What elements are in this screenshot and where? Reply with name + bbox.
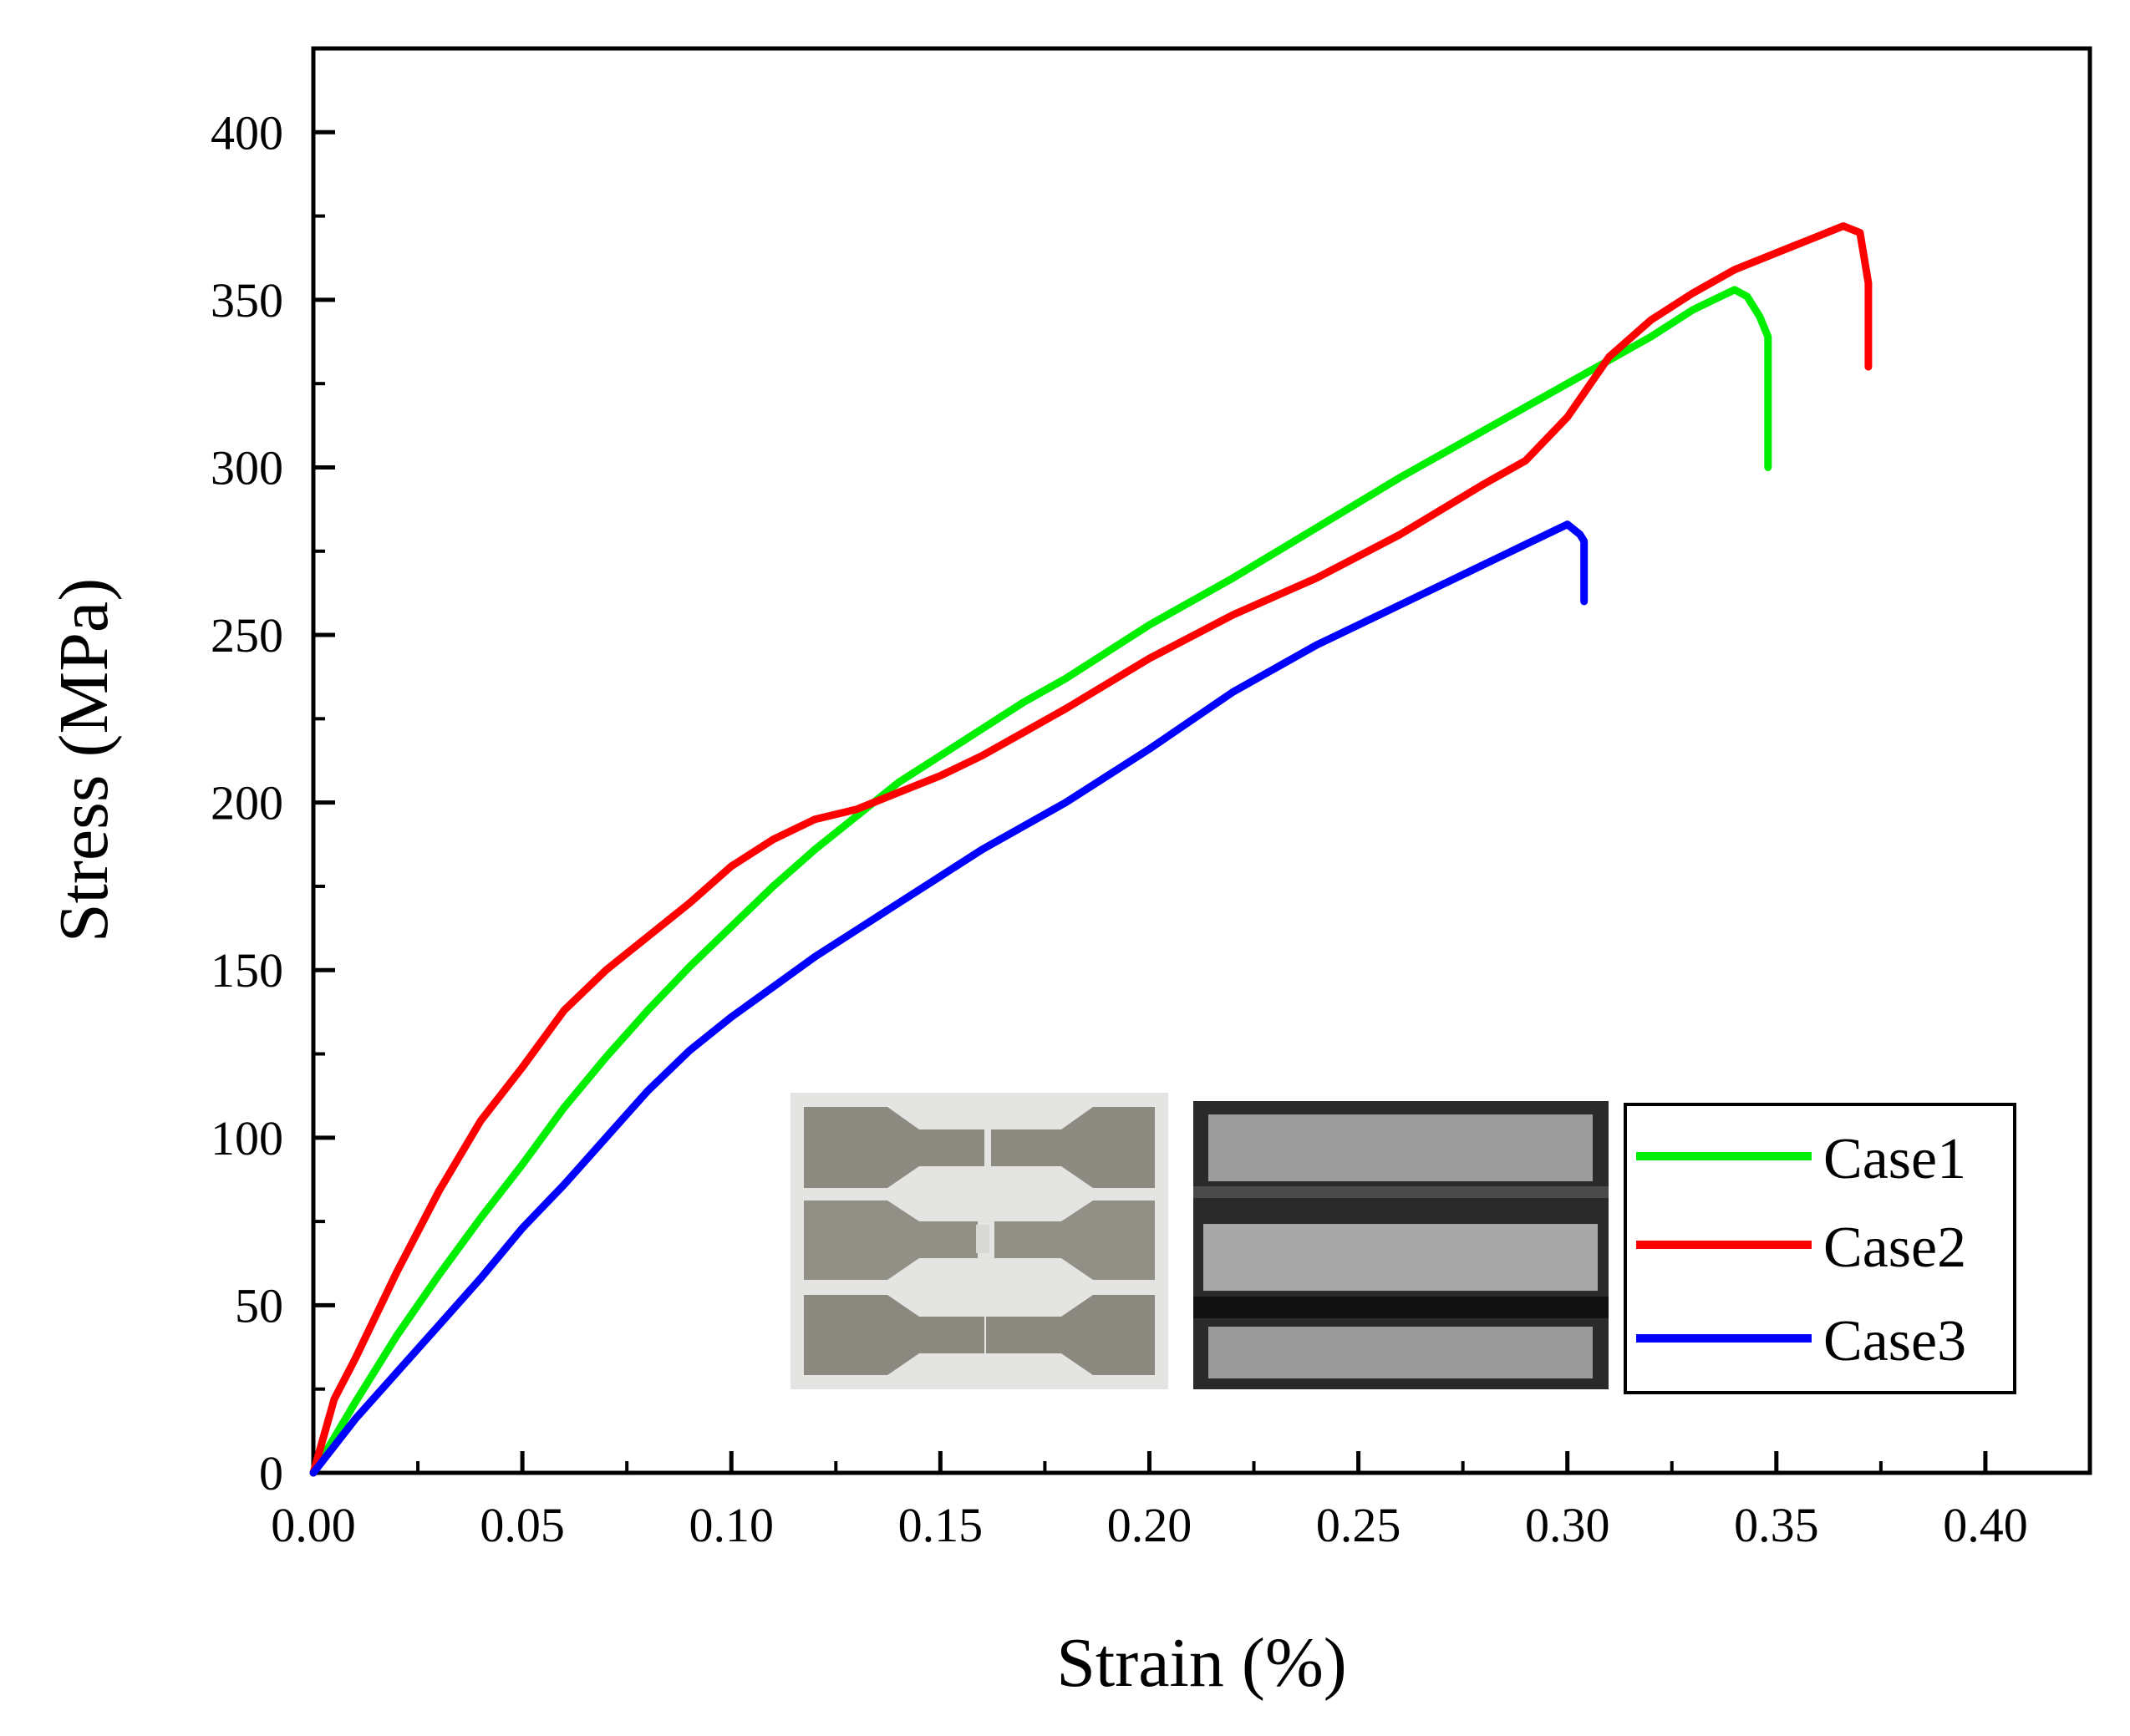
- x-axis-ticks: [311, 1451, 2092, 1473]
- x-tick-label: 0.15: [898, 1498, 984, 1552]
- legend: Case1 Case2 Case3: [1624, 1103, 2016, 1394]
- y-tick-label: 100: [211, 1111, 283, 1165]
- series-line-case3: [309, 520, 1589, 1477]
- y-tick-label: 0: [259, 1446, 283, 1500]
- x-tick-label: 0.35: [1734, 1498, 1819, 1552]
- specimen-3: [804, 1295, 1155, 1375]
- x-axis-title: Strain (%): [1056, 1624, 1347, 1702]
- inset-photo-specimens: [790, 1093, 1168, 1389]
- y-axis-tick-labels: 0 50 100 150 200 250 300 350 400: [211, 105, 283, 1500]
- series-lines: [309, 222, 1873, 1477]
- x-tick-label: 0.20: [1107, 1498, 1192, 1552]
- legend-label-case1: Case1: [1823, 1127, 1966, 1191]
- x-tick-label: 0.25: [1316, 1498, 1401, 1552]
- y-axis-ticks: [313, 129, 335, 1475]
- y-tick-label: 250: [211, 608, 283, 662]
- legend-label-case2: Case2: [1823, 1216, 1966, 1280]
- y-tick-label: 150: [211, 943, 283, 997]
- plot-frame: [311, 46, 2092, 1475]
- series-line-case1: [309, 286, 1772, 1477]
- y-tick-label: 200: [211, 776, 283, 830]
- legend-label-case3: Case3: [1823, 1309, 1966, 1373]
- y-tick-label: 50: [235, 1278, 283, 1332]
- inset-photo-fracture-surfaces: [1193, 1101, 1609, 1389]
- y-tick-label: 400: [211, 105, 283, 160]
- x-axis-tick-labels: 0.00 0.05 0.10 0.15 0.20 0.25 0.30 0.35 0.40: [271, 1498, 2027, 1552]
- y-axis-title: Stress (MPa): [45, 578, 123, 942]
- x-tick-label: 0.10: [689, 1498, 774, 1552]
- x-tick-label: 0.40: [1943, 1498, 2028, 1552]
- y-tick-label: 350: [211, 273, 283, 327]
- specimen-1: [804, 1107, 1155, 1188]
- x-tick-label: 0.00: [271, 1498, 356, 1552]
- specimen-2: [804, 1200, 1155, 1280]
- x-tick-label: 0.30: [1525, 1498, 1610, 1552]
- y-tick-label: 300: [211, 440, 283, 495]
- series-line-case2: [309, 222, 1873, 1477]
- x-tick-label: 0.05: [480, 1498, 565, 1552]
